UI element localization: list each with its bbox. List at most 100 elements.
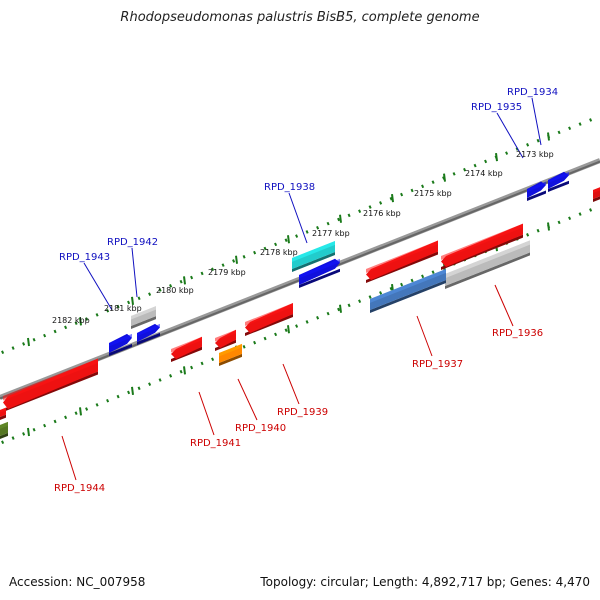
gene-block-shadow [171,346,202,362]
scale-label: 2180 kbp [156,286,194,295]
track-dot [410,188,414,193]
label-leader-line [61,435,77,481]
track-dot [43,423,47,428]
gene-block-shadow [3,371,98,412]
label-leader-line [237,378,258,421]
track-dot [578,122,582,126]
track-major-tick [27,337,30,347]
forward-tick-track [1,118,593,355]
track-major-tick [339,304,342,313]
track-dot [452,172,456,176]
track-dot [368,295,372,299]
track-major-tick [547,222,550,231]
track-major-tick [235,255,238,264]
gene-block-shadow [292,252,335,272]
gene-block-olive [0,421,8,439]
track-dot [95,403,99,407]
gene-block-grey [445,240,530,289]
gene-block-shadow [0,414,6,420]
track-dot [274,332,278,337]
track-dot [410,278,414,283]
labels: 2173 kbp 2174 kbp 2175 kbp 2176 kbp 2177 kbp… [52,87,558,494]
track-dot [137,386,141,391]
track-dot [326,221,330,226]
track-dot [11,346,15,350]
track-major-tick [131,386,134,395]
gene-block-highlight [3,358,98,401]
track-major-tick [287,325,290,334]
label-leader-line [131,247,138,298]
gene-block-shadow [366,251,438,283]
gene-label[interactable]: RPD_1936 [492,328,543,339]
track-dot [316,315,320,320]
accession-text: Accession: NC_007958 [9,575,146,589]
track-dot [463,167,467,172]
gene-block-highlight [137,323,160,337]
track-dot [74,321,78,325]
track-dot [484,159,488,164]
track-dot [190,365,194,370]
track-dot [347,303,351,308]
gene-block-rpd1937 [366,240,438,283]
gene-block-rpd1934 [548,171,569,192]
gene-block-rpd1942 [131,306,156,329]
scale-label: 2173 kbp [516,150,554,159]
track-dot [421,184,425,189]
track-dot [95,313,99,317]
track-dot [232,259,236,263]
track-major-tick [183,276,186,285]
track-dot [400,192,404,197]
label-leader-line [496,112,524,159]
track-major-tick [131,296,134,305]
track-dot [295,324,299,328]
gene-label[interactable]: RPD_1937 [412,359,463,370]
gene-block-shadow [370,279,446,313]
gene-block-highlight [441,223,523,260]
gene-block-highlight [0,407,6,413]
gene-label[interactable]: RPD_1934 [507,87,558,98]
gene-label[interactable]: RPD_1941 [190,438,241,449]
track-dot [421,274,425,279]
gene-block-rpd1941 [171,336,202,362]
gene-block-shadow [548,180,569,192]
track-dot [557,220,561,225]
track-dot [242,255,246,259]
gene-label[interactable]: RPD_1938 [264,182,315,193]
track-dot [158,378,162,382]
track-dot [179,369,183,374]
scale-label: 2179 kbp [208,268,246,277]
track-dot [169,374,173,378]
label-leaders [61,97,542,481]
gene-label[interactable]: RPD_1935 [471,102,522,113]
gene-label[interactable]: RPD_1939 [277,407,328,418]
gene-label[interactable]: RPD_1944 [54,483,105,494]
gene-block-highlight [245,303,293,326]
gene-block-rpd1942b [137,323,160,345]
track-dot [148,382,152,386]
track-dot [85,407,89,411]
scale-label: 2176 kbp [363,209,401,218]
track-dot [536,138,540,143]
gene-block-shadow [0,432,8,439]
track-dot [200,271,204,276]
track-dot [158,288,162,292]
gene-block-rpd1935 [527,181,546,201]
gene-label[interactable]: RPD_1940 [235,423,286,434]
gene-label[interactable]: RPD_1942 [107,237,158,248]
track-dot [358,299,362,303]
gene-label[interactable]: RPD_1943 [59,252,110,263]
track-dot [526,143,530,147]
track-dot [148,292,152,296]
track-dot [284,328,288,333]
track-dot [53,329,57,334]
scale-label: 2182 kbp [52,316,90,325]
gene-block-shadow [593,196,600,202]
gene-block-rpd1938 [292,241,335,272]
label-leader-line [198,391,215,436]
gene-block-rpd1943 [109,333,132,356]
track-major-tick [547,132,550,141]
track-dot [536,228,540,233]
track-dot [368,205,372,209]
track-dot [116,304,120,309]
